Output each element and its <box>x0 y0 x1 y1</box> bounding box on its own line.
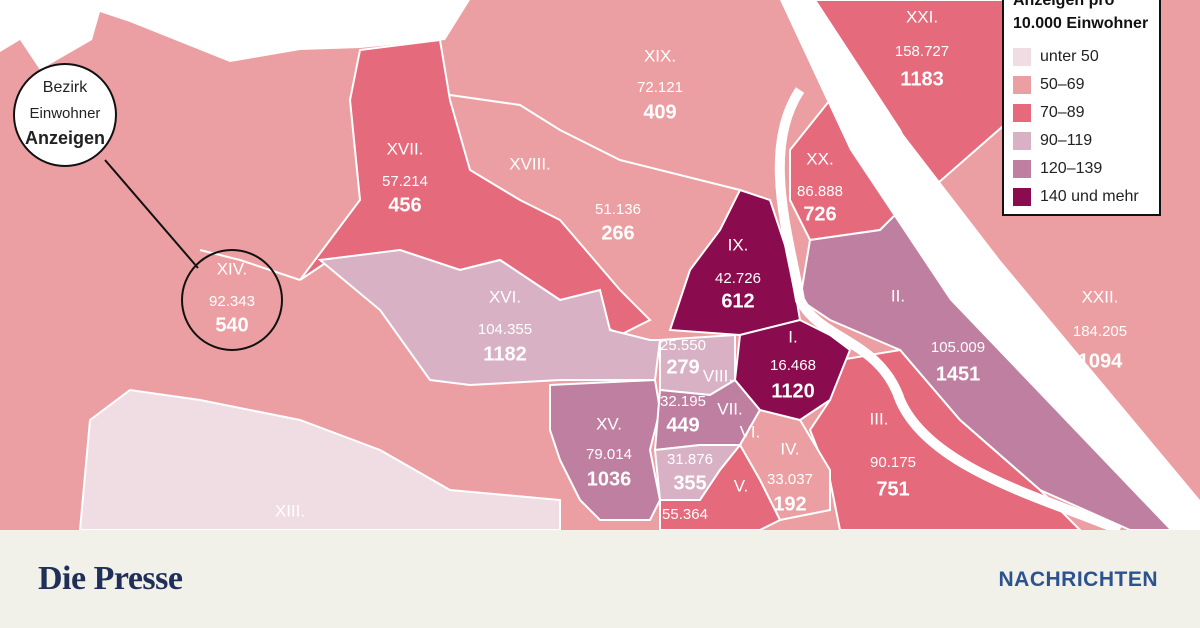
district-ads: 1094 <box>1078 350 1123 372</box>
district-ads: 456 <box>388 194 421 216</box>
districts <box>0 0 1182 530</box>
district-name: XV. <box>596 414 622 433</box>
district-population: 25.550 <box>660 337 706 354</box>
district-ads: 266 <box>601 222 634 244</box>
district-ads: 279 <box>666 356 699 378</box>
district-shape <box>733 318 852 422</box>
district-population: 105.009 <box>931 339 985 356</box>
key-population: Einwohner <box>30 105 101 122</box>
district-population: 104.355 <box>478 321 532 338</box>
district-name: VI. <box>740 422 761 441</box>
legend-box <box>1002 0 1161 216</box>
key-circle <box>13 63 117 167</box>
legend-label: 90–119 <box>1040 132 1092 149</box>
brand[interactable]: Die Presse <box>38 560 183 597</box>
legend-swatch <box>1013 188 1031 206</box>
district-name: XIII. <box>275 501 305 520</box>
legend-swatch <box>1013 76 1031 94</box>
district-name: VII. <box>717 399 743 418</box>
district-population: 79.014 <box>586 446 632 463</box>
map: Bezirk Einwohner Anzeigen XIX.72.121409X… <box>0 0 1200 530</box>
district-population: 72.121 <box>637 79 683 96</box>
district-shape <box>659 443 782 530</box>
boundary <box>199 249 301 281</box>
district-name: XVI. <box>489 287 521 306</box>
district-shape <box>78 388 561 530</box>
district-ads: 355 <box>673 472 706 494</box>
footer: Die Presse NACHRICHTEN <box>0 530 1200 628</box>
key: Bezirk Einwohner Anzeigen <box>13 63 283 351</box>
district-name: V. <box>734 476 749 495</box>
legend-label: unter 50 <box>1040 48 1099 65</box>
district-ads: 1120 <box>771 380 814 402</box>
boundary <box>449 94 741 191</box>
district-population: 90.175 <box>870 454 916 471</box>
district-name: XIV. <box>217 259 248 278</box>
district-name: XXII. <box>1082 287 1119 306</box>
district-name: XX. <box>806 149 833 168</box>
district-name: IV. <box>780 439 799 458</box>
canal <box>774 87 1122 530</box>
legend-label: 70–89 <box>1040 104 1085 121</box>
legend-title: 10.000 Einwohner <box>1013 15 1148 32</box>
district-population: 31.876 <box>667 451 713 468</box>
district-shape <box>317 248 662 387</box>
district-population: 184.205 <box>1073 323 1127 340</box>
district-population: 16.468 <box>770 357 816 374</box>
legend-swatch <box>1013 48 1031 66</box>
legend: Anzeigen pro 10.000 Einwohner unter 50 50… <box>1002 0 1161 216</box>
district-population: 42.726 <box>715 270 761 287</box>
district-ads: 1183 <box>900 68 943 90</box>
key-pointer <box>104 159 199 269</box>
legend-label: 140 und mehr <box>1040 188 1139 205</box>
district-ads: 726 <box>803 203 836 225</box>
district-name: II. <box>891 286 905 305</box>
legend-label: 50–69 <box>1040 76 1085 93</box>
district-name: XVIII. <box>509 154 551 173</box>
district-ads: 1036 <box>587 468 632 490</box>
district-population: 51.136 <box>595 201 641 218</box>
key-marker <box>181 249 283 351</box>
legend-title: Anzeigen pro <box>1013 0 1115 9</box>
danube <box>780 0 1200 530</box>
district-ads: 449 <box>666 414 699 436</box>
district-labels: XIX. 72.121 409 XXI. 158.727 1183 XVII. 57.214 4… <box>209 7 1127 522</box>
section-link[interactable]: NACHRICHTEN <box>998 568 1158 591</box>
district-name: VIII. <box>703 366 733 385</box>
district-ads: 409 <box>643 101 676 123</box>
district-name: IX. <box>728 235 749 254</box>
district-population: 57.214 <box>382 173 428 190</box>
district-name: XXI. <box>906 7 938 26</box>
key-name: Bezirk <box>43 79 88 96</box>
district-population: 32.195 <box>660 393 706 410</box>
district-population: 55.364 <box>662 506 708 523</box>
district-name: XVII. <box>387 139 424 158</box>
district-ads: 751 <box>876 478 909 500</box>
key-ads: Anzeigen <box>25 128 105 148</box>
district-ads: 1182 <box>483 343 526 365</box>
district-ads: 192 <box>773 493 806 515</box>
district-ads: 1451 <box>936 363 981 385</box>
legend-swatch <box>1013 104 1031 122</box>
outside-area <box>0 0 470 70</box>
district-population: 86.888 <box>797 183 843 200</box>
district-name: III. <box>870 409 889 428</box>
legend-label: 120–139 <box>1040 160 1102 177</box>
legend-swatch <box>1013 160 1031 178</box>
district-ads: 540 <box>215 314 248 336</box>
district-population: 158.727 <box>895 43 949 60</box>
district-name: I. <box>788 327 797 346</box>
district-population: 33.037 <box>767 471 813 488</box>
legend-swatch <box>1013 132 1031 150</box>
district-population: 92.343 <box>209 293 255 310</box>
district-ads: 612 <box>721 290 754 312</box>
district-name: XIX. <box>644 46 676 65</box>
